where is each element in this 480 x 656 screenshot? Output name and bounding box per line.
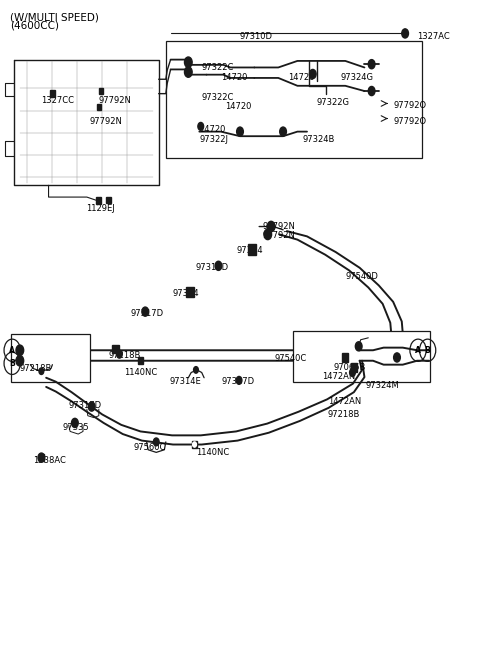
Text: 97314E: 97314E	[169, 377, 201, 386]
FancyBboxPatch shape	[293, 331, 431, 382]
Text: 97317D: 97317D	[69, 401, 102, 410]
Text: 1327CC: 1327CC	[41, 96, 74, 105]
Circle shape	[39, 368, 44, 375]
Bar	[112, 344, 119, 353]
Bar	[96, 104, 101, 110]
Text: 1140NC: 1140NC	[124, 368, 157, 377]
Text: A: A	[415, 346, 421, 355]
Bar	[186, 287, 193, 297]
Circle shape	[154, 438, 159, 446]
Text: 97792N: 97792N	[89, 117, 122, 126]
Circle shape	[236, 377, 242, 384]
Text: 97317D: 97317D	[222, 377, 255, 386]
Text: B: B	[9, 359, 15, 368]
Circle shape	[280, 127, 287, 136]
Text: 14720: 14720	[288, 73, 314, 83]
Text: B: B	[425, 346, 431, 355]
Text: 97324B: 97324B	[302, 135, 335, 144]
Circle shape	[368, 60, 375, 69]
Circle shape	[88, 402, 95, 411]
Circle shape	[237, 127, 243, 136]
Text: 14720: 14720	[225, 102, 251, 112]
Text: 97065B: 97065B	[333, 363, 366, 372]
Text: 97322C: 97322C	[202, 93, 234, 102]
Circle shape	[349, 369, 355, 377]
Text: A: A	[9, 346, 15, 355]
Text: 1140NC: 1140NC	[196, 448, 229, 457]
Circle shape	[117, 350, 122, 358]
Text: 14720: 14720	[221, 73, 247, 83]
Circle shape	[355, 342, 362, 351]
Bar	[342, 353, 348, 361]
Circle shape	[192, 442, 196, 447]
Text: 97322G: 97322G	[317, 98, 349, 107]
Text: 1338AC: 1338AC	[33, 456, 66, 464]
Bar	[96, 197, 101, 203]
Circle shape	[264, 229, 272, 239]
Bar	[138, 358, 143, 364]
Circle shape	[193, 367, 198, 373]
Text: 14720: 14720	[199, 125, 226, 134]
Circle shape	[16, 345, 24, 356]
FancyBboxPatch shape	[166, 41, 422, 158]
Circle shape	[184, 67, 192, 77]
Text: 97310D: 97310D	[240, 31, 273, 41]
Circle shape	[267, 221, 275, 232]
Text: 97540C: 97540C	[275, 354, 307, 363]
Bar	[99, 88, 103, 94]
Circle shape	[368, 87, 375, 96]
Text: 97792O: 97792O	[393, 117, 426, 127]
Circle shape	[142, 307, 149, 316]
Text: 97317D: 97317D	[131, 309, 164, 318]
Text: 97792N: 97792N	[263, 230, 296, 239]
Text: 1472AN: 1472AN	[323, 372, 356, 381]
Bar	[39, 455, 44, 461]
Text: 97322J: 97322J	[199, 135, 228, 144]
Text: 97560C: 97560C	[134, 443, 166, 451]
Text: 1472AN: 1472AN	[328, 397, 362, 406]
Circle shape	[16, 356, 24, 366]
Bar	[248, 244, 256, 255]
Bar	[192, 441, 197, 448]
Text: 97792N: 97792N	[99, 96, 132, 105]
Circle shape	[72, 419, 78, 428]
Text: 97324M: 97324M	[365, 381, 399, 390]
Text: 97322C: 97322C	[202, 63, 234, 72]
Text: 97317D: 97317D	[196, 262, 229, 272]
Text: 97218B: 97218B	[20, 364, 52, 373]
Text: 1327AC: 1327AC	[417, 31, 450, 41]
Bar	[396, 356, 398, 359]
FancyBboxPatch shape	[11, 334, 90, 382]
Text: 1129EJ: 1129EJ	[86, 205, 115, 213]
Circle shape	[184, 57, 192, 68]
Text: 97218B: 97218B	[108, 351, 141, 360]
Text: (W/MULTI SPEED): (W/MULTI SPEED)	[10, 12, 99, 22]
Circle shape	[215, 261, 222, 270]
Text: 97324G: 97324G	[340, 73, 373, 83]
Text: 97792O: 97792O	[393, 101, 426, 110]
Circle shape	[38, 453, 45, 462]
Circle shape	[402, 29, 408, 38]
Circle shape	[198, 123, 204, 131]
Circle shape	[394, 353, 400, 362]
Text: 97334: 97334	[173, 289, 200, 298]
Text: 97334: 97334	[236, 246, 263, 255]
Text: 97540D: 97540D	[345, 272, 378, 281]
Bar	[351, 363, 357, 371]
Text: 97335: 97335	[63, 423, 90, 432]
Text: 97218B: 97218B	[327, 410, 360, 419]
Circle shape	[310, 70, 316, 79]
Bar	[50, 91, 55, 97]
Text: 97792N: 97792N	[263, 222, 296, 231]
Text: (4600CC): (4600CC)	[10, 20, 59, 31]
Bar	[106, 197, 110, 203]
